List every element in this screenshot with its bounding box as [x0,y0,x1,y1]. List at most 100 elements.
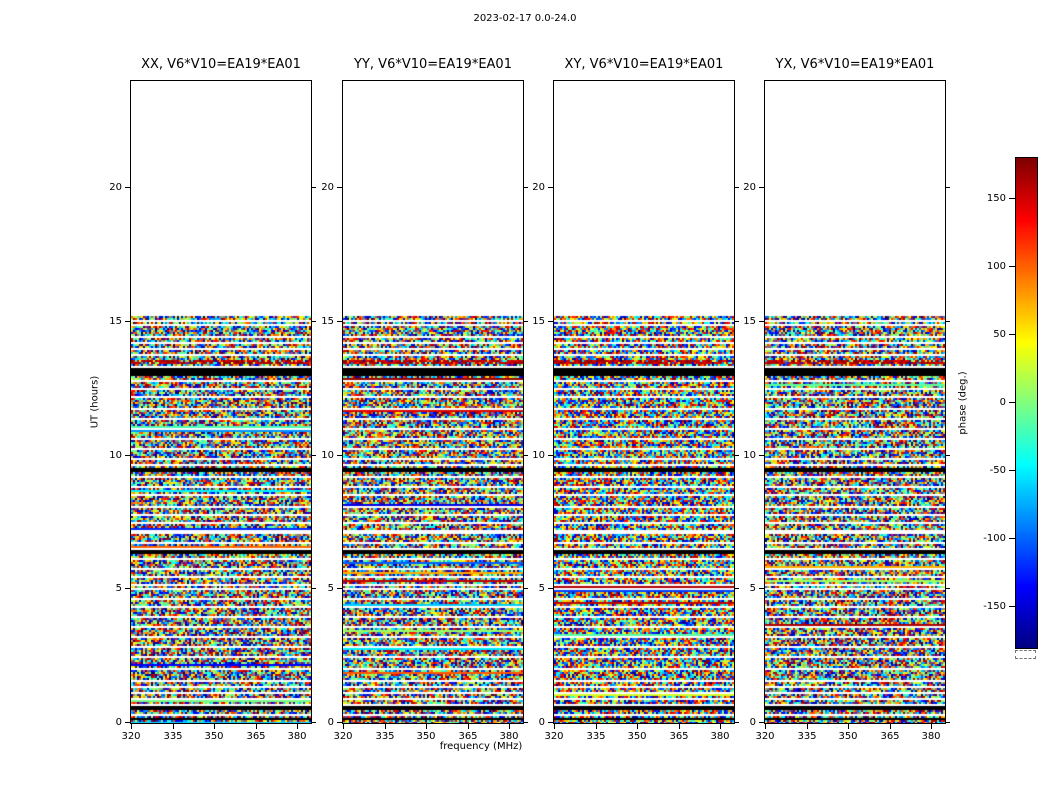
y-tick-label: 10 [743,450,756,461]
phase-waterfall-xx [130,80,312,724]
colorbar-tick [1009,538,1015,539]
y-tick-label: 5 [327,583,334,594]
x-tick [131,724,132,729]
y-tick-label: 20 [743,182,756,193]
colorbar-tick-label: 100 [986,261,1006,272]
y-tick-label: 5 [749,583,756,594]
x-tick [848,724,849,729]
y-tick [548,722,554,723]
y-tick [337,321,343,322]
x-tick-label: 365 [669,731,689,742]
y-tick-label: 0 [327,717,334,728]
y-tick-label: 20 [532,182,545,193]
y-tick [337,455,343,456]
y-tick-right [524,187,528,188]
phase-waterfall-yy [342,80,524,724]
y-tick-right [735,455,739,456]
y-axis-label: UT (hours) [89,375,101,429]
x-tick-label: 350 [416,731,436,742]
y-tick [759,321,765,322]
y-tick-label: 0 [538,717,545,728]
x-tick [343,724,344,729]
y-tick [337,187,343,188]
colorbar-tick [1009,402,1015,403]
y-tick [125,722,131,723]
y-tick [548,588,554,589]
y-tick-label: 15 [743,316,756,327]
x-tick [509,724,510,729]
x-tick-label: 380 [921,731,941,742]
y-tick-right [312,722,316,723]
colorbar-tick [1009,266,1015,267]
y-tick-right [312,321,316,322]
x-tick [931,724,932,729]
colorbar [1015,157,1038,649]
panel-title-yx: YX, V6*V10=EA19*EA01 [775,57,935,72]
x-tick-label: 335 [586,731,606,742]
colorbar-tick-label: 50 [993,329,1006,340]
y-tick-right [946,588,950,589]
x-tick-label: 350 [627,731,647,742]
panel-title-xy: XY, V6*V10=EA19*EA01 [564,57,724,72]
x-tick-label: 335 [797,731,817,742]
y-tick [548,187,554,188]
colorbar-tick-label: 0 [999,397,1006,408]
x-tick [807,724,808,729]
y-tick-label: 5 [115,583,122,594]
y-tick-right [946,455,950,456]
x-tick [720,724,721,729]
y-tick-right [946,187,950,188]
x-tick [173,724,174,729]
y-tick-label: 10 [321,450,334,461]
y-tick [759,588,765,589]
y-tick [125,455,131,456]
phase-waterfall-xy [553,80,735,724]
y-tick-right [946,321,950,322]
y-tick-right [524,722,528,723]
y-tick-label: 0 [115,717,122,728]
x-tick [385,724,386,729]
y-tick [759,187,765,188]
y-tick-label: 15 [532,316,545,327]
x-tick-label: 350 [204,731,224,742]
y-tick-label: 10 [532,450,545,461]
colorbar-label: phase (deg.) [957,371,969,435]
colorbar-tick [1009,606,1015,607]
phase-waterfall-yx [764,80,946,724]
x-tick-label: 320 [755,731,775,742]
y-tick-right [524,455,528,456]
y-tick-label: 0 [749,717,756,728]
y-tick-right [312,588,316,589]
y-tick-label: 5 [538,583,545,594]
y-tick-right [312,455,316,456]
x-tick-label: 350 [838,731,858,742]
x-tick-label: 365 [246,731,266,742]
x-tick-label: 365 [458,731,478,742]
colorbar-tick [1009,334,1015,335]
x-axis-label: frequency (MHz) [439,741,523,752]
y-tick [337,588,343,589]
y-tick-right [312,187,316,188]
y-tick-label: 15 [109,316,122,327]
x-tick [637,724,638,729]
y-tick [548,455,554,456]
x-tick-label: 335 [163,731,183,742]
panel-title-yy: YY, V6*V10=EA19*EA01 [354,57,512,72]
x-tick-label: 365 [880,731,900,742]
x-tick [554,724,555,729]
y-tick-right [524,588,528,589]
x-tick-label: 380 [710,731,730,742]
y-tick-right [735,187,739,188]
x-tick [468,724,469,729]
colorbar-tick-label: -50 [989,465,1006,476]
y-tick-label: 20 [321,182,334,193]
y-tick [759,455,765,456]
x-tick-label: 335 [375,731,395,742]
x-tick [596,724,597,729]
colorbar-tick [1009,198,1015,199]
x-tick-label: 320 [544,731,564,742]
y-tick [548,321,554,322]
y-tick-label: 20 [109,182,122,193]
x-tick-label: 320 [121,731,141,742]
x-tick [890,724,891,729]
